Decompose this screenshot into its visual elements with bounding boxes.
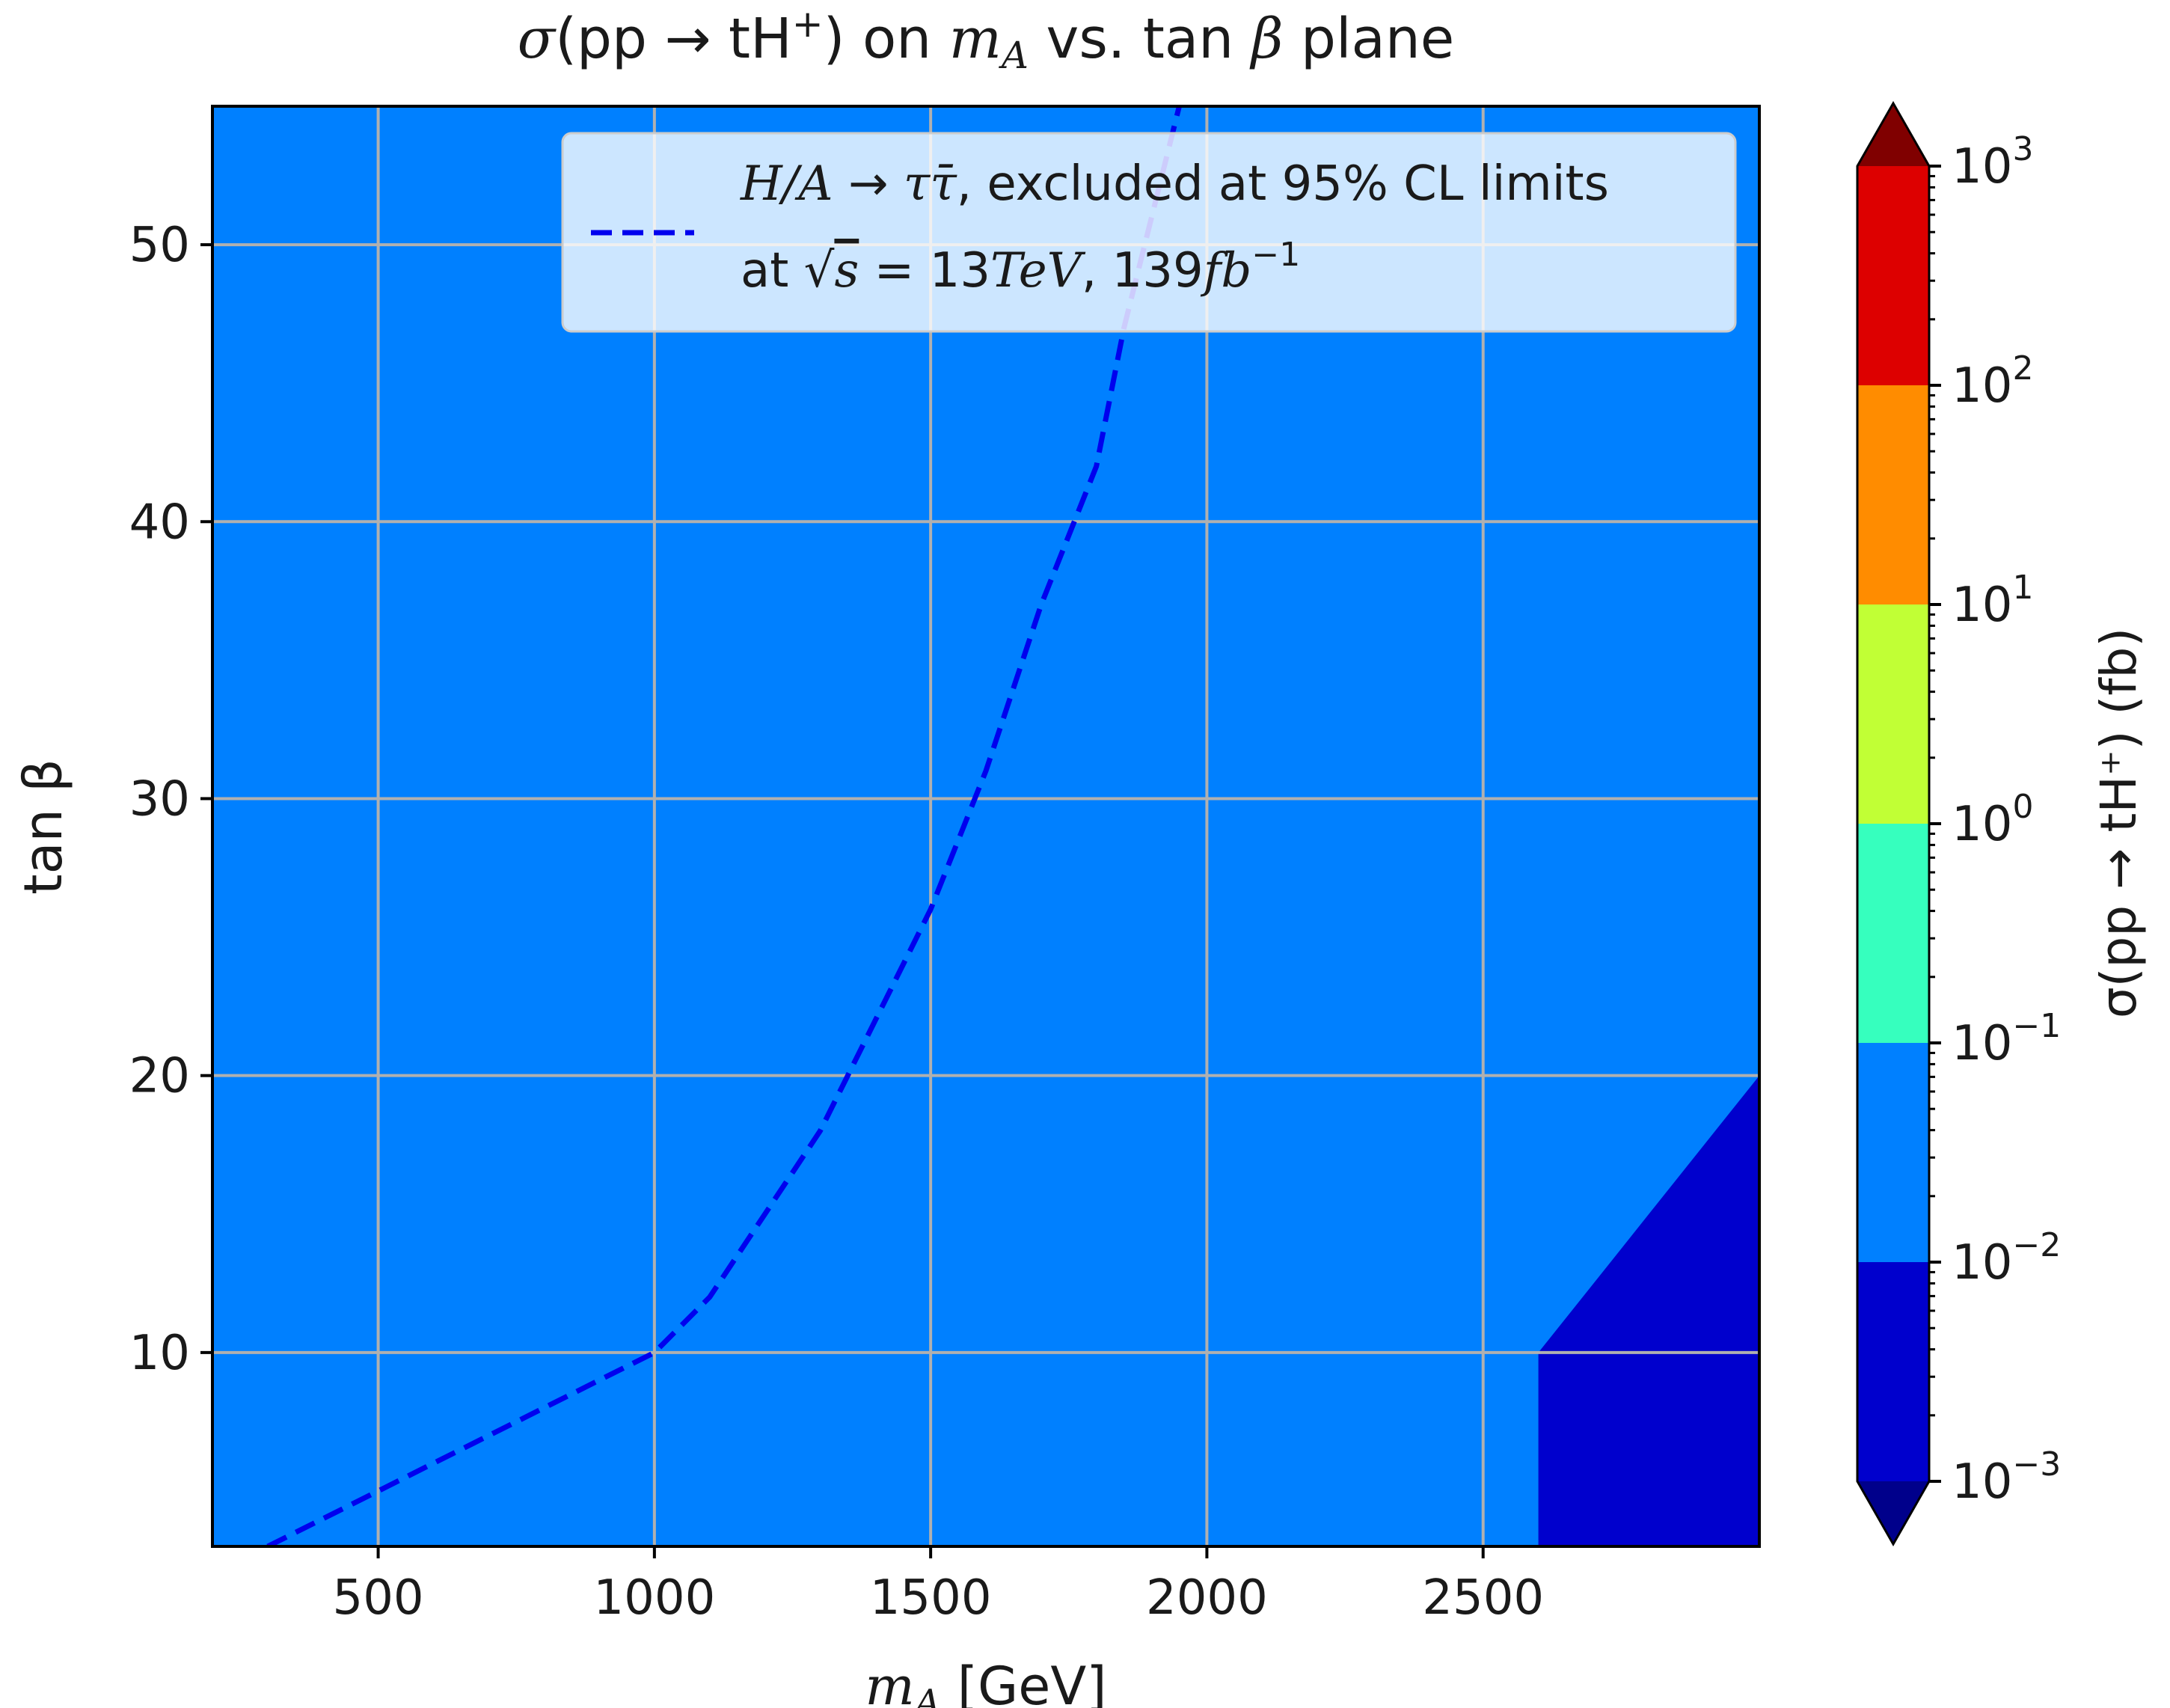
y-tick-label: 30	[129, 771, 190, 827]
legend-box	[561, 132, 1737, 333]
colorbar-band	[1857, 1043, 1929, 1263]
colorbar-label: σ(pp → tH⁺) (fb)	[2090, 628, 2148, 1018]
y-tick-label: 40	[129, 495, 190, 550]
colorbar-tick-label: 10−2	[1952, 1226, 2061, 1291]
legend-entry-line2: at √s = 13TeV, 139fb−1	[741, 236, 1300, 299]
colorbar-band	[1857, 1262, 1929, 1482]
x-tick-label: 1500	[870, 1570, 992, 1626]
y-tick-label: 10	[129, 1326, 190, 1381]
y-tick-label: 50	[129, 218, 190, 273]
exclusion-line	[266, 106, 1182, 1546]
x-tick-label: 1000	[593, 1570, 715, 1626]
colorbar-band	[1857, 824, 1929, 1044]
colorbar-tick-label: 100	[1952, 788, 2033, 852]
colorbar-tick-label: 103	[1952, 130, 2033, 195]
y-axis-label: tan β	[13, 759, 74, 895]
colorbar-extend-bottom	[1857, 1481, 1929, 1544]
color-regions	[212, 106, 1759, 1546]
x-tick-label: 2000	[1146, 1570, 1268, 1626]
colorbar-band	[1857, 604, 1929, 824]
colorbar-tick-label: 10−1	[1952, 1007, 2061, 1071]
plot-frame	[211, 105, 1761, 1548]
colorbar-ticks: 103 102 101 100 10−1 10−2 10−3	[1929, 130, 2061, 1510]
chart-title: σ(pp → tH+) on mA vs. tan β plane	[518, 2, 1455, 77]
plot-area	[212, 106, 1759, 1546]
x-axis-label: mA [GeV]	[865, 1656, 1106, 1708]
colorbar-tick-label: 10−3	[1952, 1445, 2061, 1510]
colorbar-band	[1857, 385, 1929, 605]
x-tick-label: 500	[332, 1570, 423, 1626]
legend-entry-line1: H/A → ττ̄, excluded at 95% CL limits	[740, 156, 1609, 212]
region-6	[212, 106, 1759, 1546]
colorbar-extend-top	[1857, 103, 1929, 166]
colorbar-tick-label: 102	[1952, 349, 2033, 414]
legend: H/A → ττ̄, excluded at 95% CL limits at …	[561, 132, 1737, 333]
exclusion-curve	[266, 106, 1182, 1546]
region-7	[1538, 1075, 1759, 1546]
x-tick-label: 2500	[1422, 1570, 1544, 1626]
y-axis-ticks: 10 20 30 40 50	[129, 218, 212, 1381]
y-tick-label: 20	[129, 1049, 190, 1104]
colorbar-tick-label: 101	[1952, 569, 2033, 633]
colorbar-band	[1857, 166, 1929, 386]
colorbar	[1856, 100, 1931, 1547]
x-axis-ticks: 500 1000 1500 2000 2500	[332, 1546, 1544, 1626]
